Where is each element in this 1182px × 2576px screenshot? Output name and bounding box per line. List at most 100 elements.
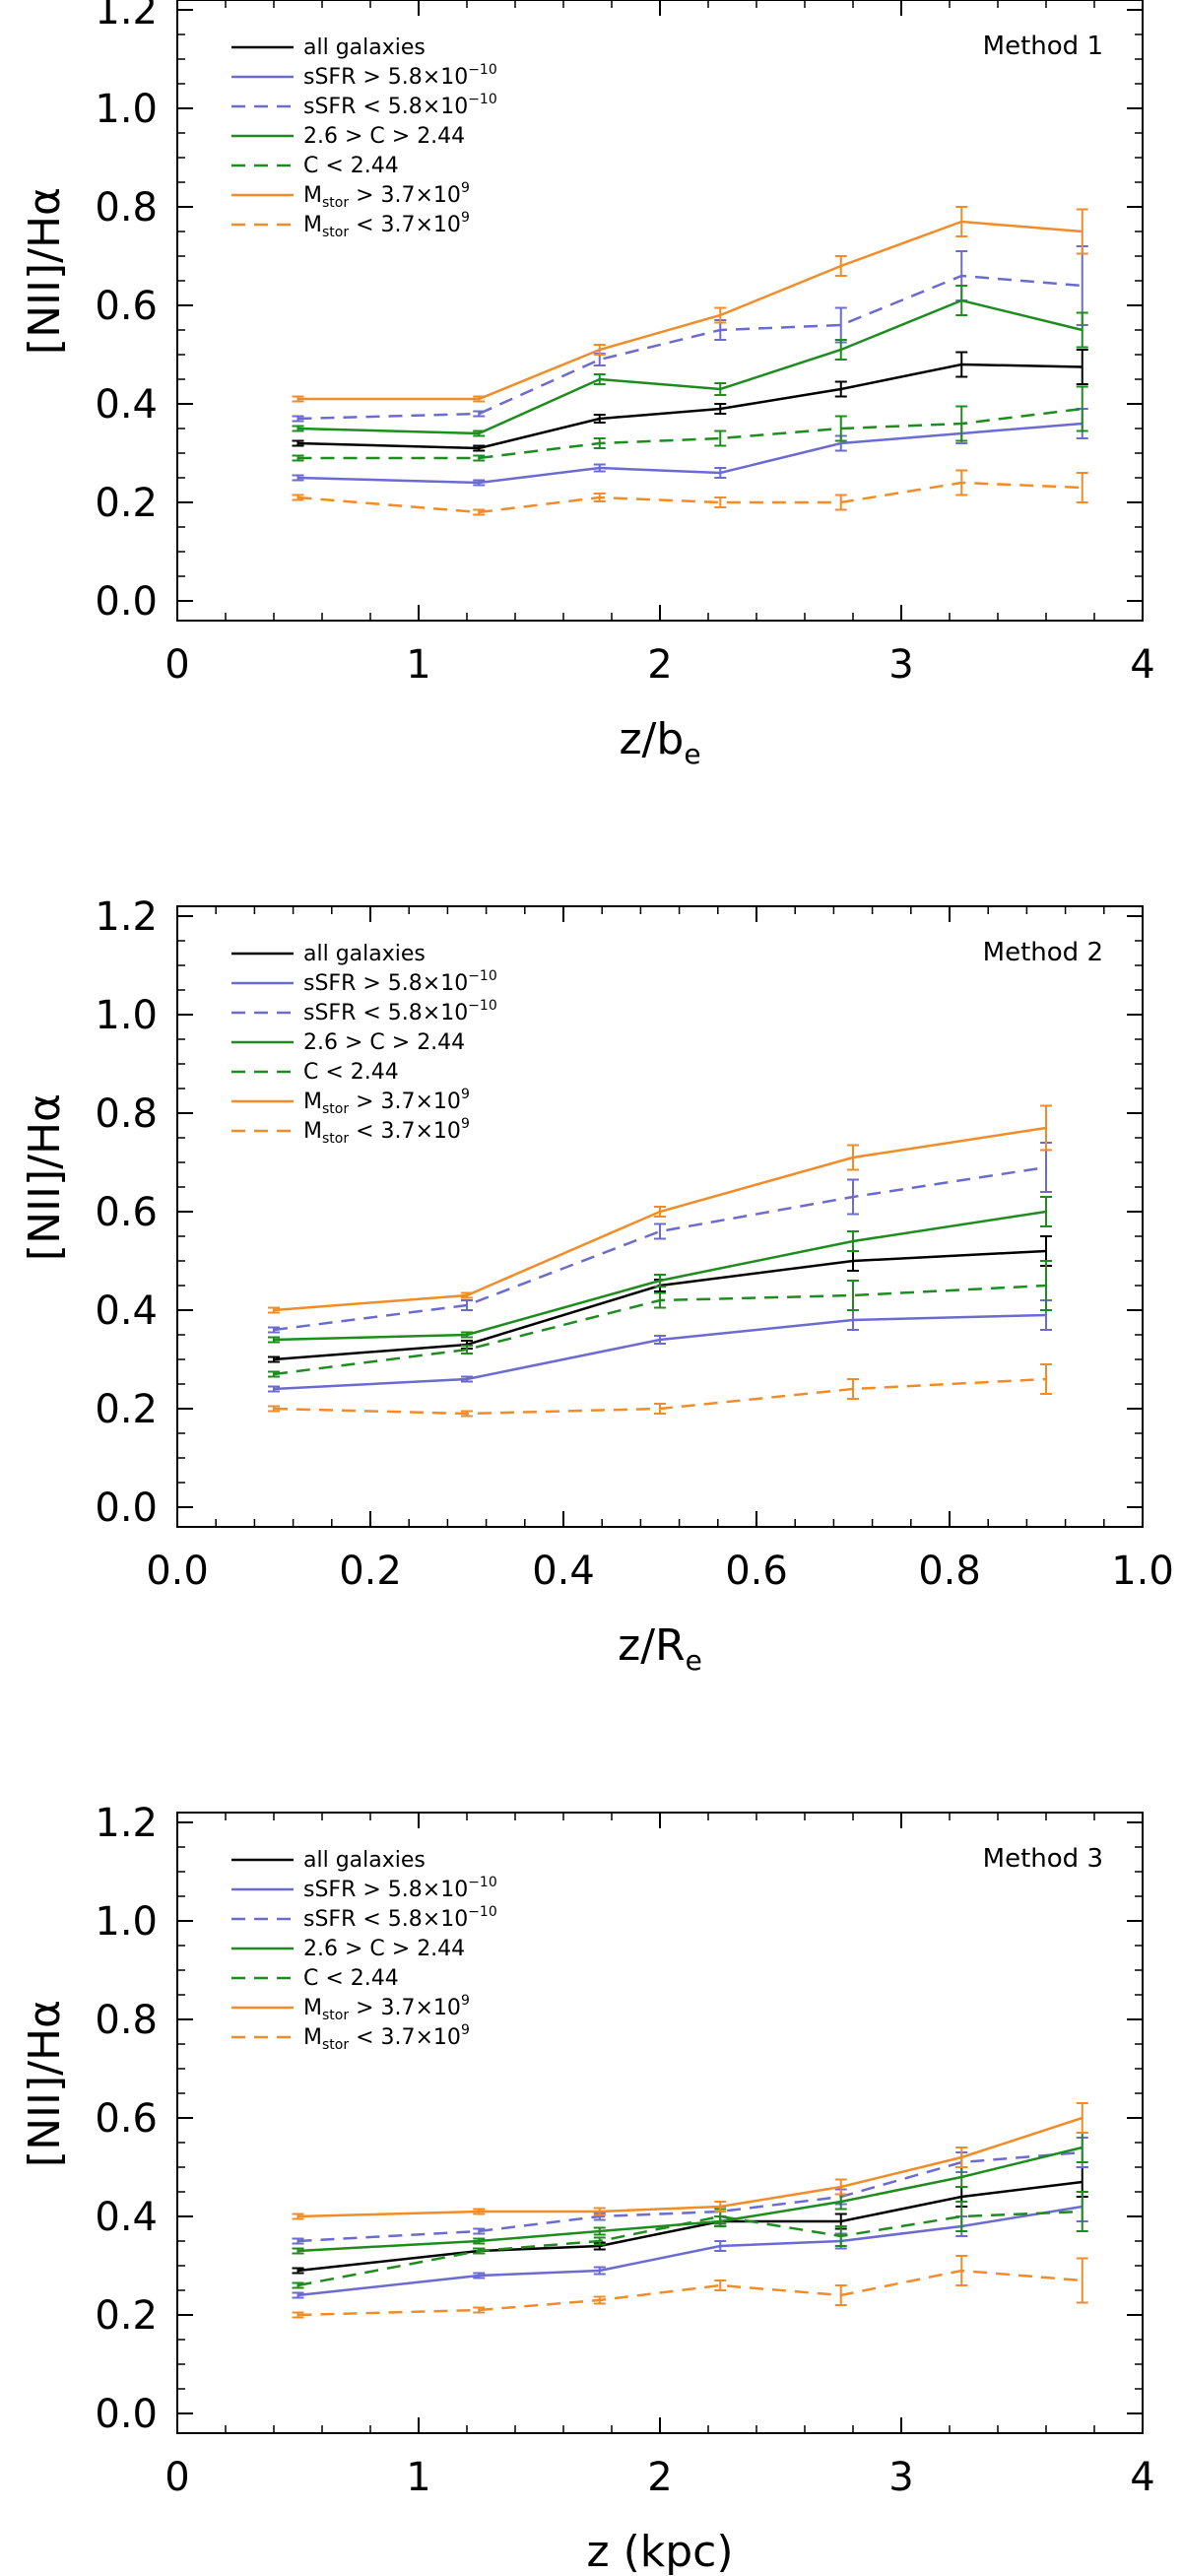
method-label: Method 1 <box>983 32 1103 61</box>
x-tick-label: 0.8 <box>918 1549 981 1594</box>
x-axis-title: z (kpc) <box>586 2527 733 2576</box>
legend-label-c_hi: 2.6 > C > 2.44 <box>303 1030 465 1055</box>
x-tick-label: 4 <box>1130 642 1154 688</box>
method-label: Method 2 <box>983 938 1103 967</box>
legend-label-ssfr_lo: sSFR < 5.8×10−10 <box>303 92 497 119</box>
y-tick-label: 1.0 <box>95 1899 158 1945</box>
y-tick-label: 0.8 <box>95 1998 158 2043</box>
series-line-m_lo <box>297 2269 1083 2317</box>
series-ssfr_lo <box>292 245 1088 423</box>
y-axis-title: [NII]/Hα <box>20 1093 70 1261</box>
series-line-ssfr_hi <box>297 2205 1083 2297</box>
legend-label-c_hi: 2.6 > C > 2.44 <box>303 124 465 149</box>
y-tick-label: 0.2 <box>95 2293 158 2339</box>
series-line-c_hi <box>297 298 1084 435</box>
y-tick-label: 0.6 <box>95 2096 158 2142</box>
series-c_hi <box>268 1196 1052 1344</box>
legend-text-sub: stor <box>322 2008 349 2023</box>
series-m_hi <box>268 1104 1052 1314</box>
legend-text-sup: 9 <box>461 2022 470 2038</box>
legend-text-label: M <box>303 183 322 208</box>
legend-text-label_tail: > 3.7×10 <box>349 1090 461 1114</box>
legend-label-m_lo: Mstor < 3.7×109 <box>303 2022 470 2053</box>
x-tick-label: 1 <box>406 642 430 688</box>
legend-label-m_lo: Mstor < 3.7×109 <box>303 210 470 240</box>
x-axis-title-subscript: e <box>686 1644 702 1677</box>
y-tick-label: 0.4 <box>95 382 158 428</box>
legend-text-label: 2.6 > C > 2.44 <box>303 124 465 149</box>
legend-label-all: all galaxies <box>303 942 426 966</box>
series-m_lo <box>292 2255 1088 2319</box>
y-tick-label: 1.2 <box>95 894 158 940</box>
x-tick-label: 1 <box>406 2455 430 2500</box>
legend-text-label: sSFR < 5.8×10 <box>303 95 468 119</box>
legend-text-label: M <box>303 2025 322 2050</box>
y-tick-label: 0.2 <box>95 481 158 526</box>
series-line-ssfr_lo <box>273 1165 1047 1332</box>
legend-text-label: sSFR < 5.8×10 <box>303 1001 468 1025</box>
y-tick-label: 1.0 <box>95 993 158 1038</box>
series-line-m_hi <box>297 220 1083 401</box>
legend-label-ssfr_hi: sSFR > 5.8×10−10 <box>303 968 497 996</box>
series-c_lo <box>268 1260 1052 1378</box>
legend-text-sub: stor <box>322 1101 349 1117</box>
legend-label-c_hi: 2.6 > C > 2.44 <box>303 1937 465 1961</box>
legend-text-sup: −10 <box>468 1904 497 1920</box>
y-tick-label: 0.4 <box>95 1288 158 1334</box>
legend-text-label: sSFR > 5.8×10 <box>303 65 468 90</box>
x-tick-label: 0.0 <box>146 1549 209 1594</box>
series-m_hi <box>292 2102 1088 2220</box>
legend-text-sub: stor <box>322 1131 349 1147</box>
legend-text-label: M <box>303 1090 322 1114</box>
x-axis-title-main: z/R <box>618 1620 686 1671</box>
series-all <box>292 2166 1088 2275</box>
x-tick-label: 0.4 <box>532 1549 595 1594</box>
legend-text-sub: stor <box>322 2037 349 2053</box>
legend-text-label: M <box>303 1119 322 1144</box>
series-m_lo <box>268 1363 1052 1418</box>
y-tick-label: 0.0 <box>95 1486 158 1531</box>
legend-text-label: sSFR < 5.8×10 <box>303 1907 468 1932</box>
series-line-m_lo <box>297 481 1083 514</box>
y-tick-label: 1.0 <box>95 87 158 132</box>
chart-panel-1: 0 1 2 3 4 0.0 0.2 0.4 0.6 0.8 1.0 1.2 z/be [NII]/Hα Me… <box>20 0 1155 770</box>
x-tick-label: 4 <box>1130 2455 1154 2500</box>
series-all <box>292 349 1088 452</box>
x-tick-label: 0.2 <box>339 1549 402 1594</box>
legend-text-sup: 9 <box>461 180 470 196</box>
legend-text-label: M <box>303 1996 322 2020</box>
series-line-ssfr_hi <box>273 1313 1047 1391</box>
legend-text-label_tail: > 3.7×10 <box>349 1996 461 2020</box>
plot-frame <box>176 905 1144 1528</box>
legend-label-m_hi: Mstor > 3.7×109 <box>303 1993 470 2023</box>
legend-text-label: C < 2.44 <box>303 154 399 178</box>
legend-text-label: C < 2.44 <box>303 1966 399 1991</box>
series-line-c_lo <box>297 2210 1083 2287</box>
legend-text-sup: −10 <box>468 1875 497 1890</box>
series-line-ssfr_lo <box>297 274 1083 421</box>
x-tick-label: 2 <box>647 642 672 688</box>
x-tick-label: 0.6 <box>725 1549 788 1594</box>
chart-panel-2: 0.0 0.2 0.4 0.6 0.8 1.0 0.0 0.2 0.4 0.6 0.8 1.0 1.2 z… <box>20 894 1174 1677</box>
x-tick-label: 2 <box>647 2455 672 2500</box>
legend-text-label: 2.6 > C > 2.44 <box>303 1030 465 1055</box>
legend-label-c_lo: C < 2.44 <box>303 154 399 178</box>
y-tick-label: 0.6 <box>95 1190 158 1235</box>
y-axis-title: [NII]/Hα <box>20 2000 70 2167</box>
legend-text-label_tail: < 3.7×10 <box>349 1119 461 1144</box>
legend-text-sup: −10 <box>468 92 497 107</box>
series-m_lo <box>292 469 1088 516</box>
legend-label-ssfr_lo: sSFR < 5.8×10−10 <box>303 998 497 1025</box>
legend-label-ssfr_hi: sSFR > 5.8×10−10 <box>303 62 497 90</box>
x-axis-title: z/Re <box>618 1620 702 1677</box>
y-axis-title: [NII]/Hα <box>20 187 70 355</box>
x-tick-label: 1.0 <box>1111 1549 1174 1594</box>
legend-label-all: all galaxies <box>303 1848 426 1873</box>
x-axis-title-main: z/b <box>619 714 684 764</box>
legend-text-sup: 9 <box>461 1993 470 2009</box>
x-tick-label: 3 <box>888 2455 913 2500</box>
y-tick-label: 1.2 <box>95 1801 158 1846</box>
legend-label-c_lo: C < 2.44 <box>303 1060 399 1085</box>
